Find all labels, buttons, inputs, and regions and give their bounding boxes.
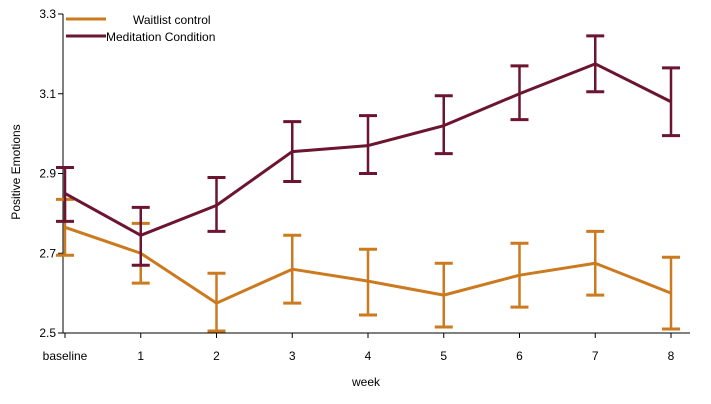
y-axis-ticks: 2.5 2.7 2.9 3.1 3.3 bbox=[39, 7, 63, 340]
series-layer bbox=[56, 34, 680, 333]
legend-label-meditation: Meditation Condition bbox=[106, 30, 215, 44]
x-tick-label: 5 bbox=[440, 349, 447, 363]
x-axis-title: week bbox=[351, 375, 381, 389]
x-tick-label: 8 bbox=[668, 349, 675, 363]
legend: Waitlist control Meditation Condition bbox=[66, 13, 215, 44]
y-tick-label: 2.9 bbox=[39, 167, 56, 181]
series-1 bbox=[56, 34, 680, 267]
y-tick-label: 2.7 bbox=[39, 246, 56, 260]
y-tick-label: 3.3 bbox=[39, 7, 56, 21]
series-line bbox=[64, 62, 672, 237]
x-tick-label: baseline bbox=[43, 349, 88, 363]
x-tick-label: 1 bbox=[137, 349, 144, 363]
y-tick-label: 2.5 bbox=[39, 326, 56, 340]
x-tick-label: 2 bbox=[213, 349, 220, 363]
x-axis-ticks: baseline 1 2 3 4 5 6 7 8 bbox=[43, 333, 675, 363]
x-tick-label: 3 bbox=[289, 349, 296, 363]
x-tick-label: 6 bbox=[516, 349, 523, 363]
series-0 bbox=[56, 197, 680, 333]
y-tick-label: 3.1 bbox=[39, 87, 56, 101]
x-tick-label: 7 bbox=[592, 349, 599, 363]
series-line bbox=[64, 225, 672, 305]
y-axis-title: Positive Emotions bbox=[9, 124, 23, 219]
legend-label-waitlist: Waitlist control bbox=[133, 13, 211, 27]
x-tick-label: 4 bbox=[365, 349, 372, 363]
